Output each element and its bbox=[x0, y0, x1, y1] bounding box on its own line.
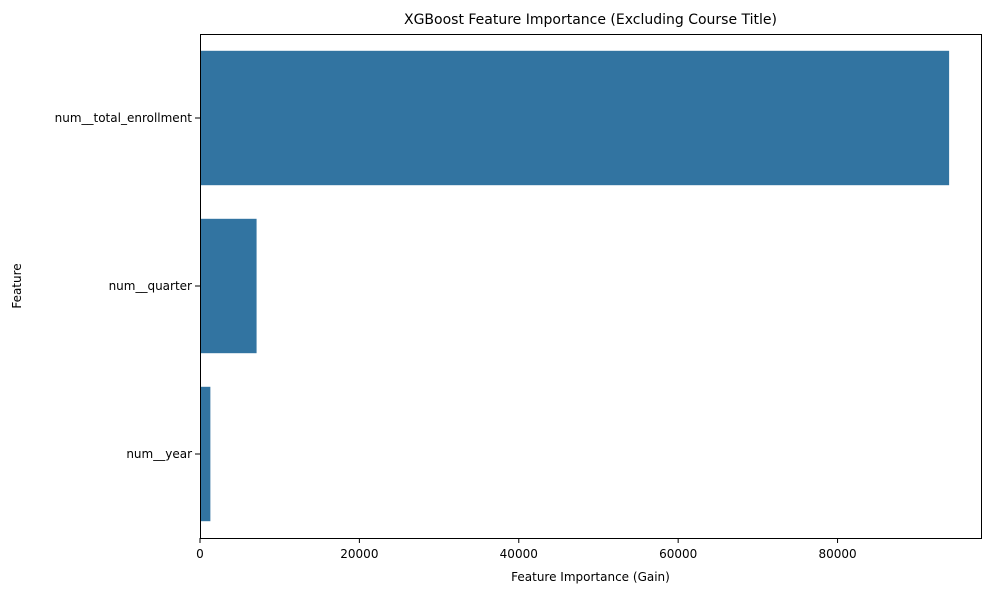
x-tick-label: 0 bbox=[196, 547, 204, 561]
x-tick-label: 40000 bbox=[500, 547, 538, 561]
x-tick-label: 80000 bbox=[818, 547, 856, 561]
y-ticks-layer: num__total_enrollment num__quarter num__ye… bbox=[55, 111, 200, 461]
bar-1 bbox=[200, 218, 257, 354]
y-tick-label: num__quarter bbox=[109, 279, 192, 293]
x-axis-label: Feature Importance (Gain) bbox=[511, 570, 670, 584]
x-tick-label: 20000 bbox=[340, 547, 378, 561]
bar-0 bbox=[200, 50, 950, 186]
plot-frame bbox=[200, 34, 982, 539]
y-axis-label: Feature bbox=[10, 263, 24, 308]
bar-2 bbox=[200, 386, 211, 522]
bars-layer bbox=[200, 50, 950, 522]
y-tick-label: num__year bbox=[126, 447, 192, 461]
chart-title: XGBoost Feature Importance (Excluding Co… bbox=[404, 12, 777, 28]
x-tick-label: 60000 bbox=[659, 547, 697, 561]
y-tick-label: num__total_enrollment bbox=[55, 111, 193, 125]
x-ticks-layer: 0 20000 40000 60000 80000 bbox=[196, 538, 857, 561]
